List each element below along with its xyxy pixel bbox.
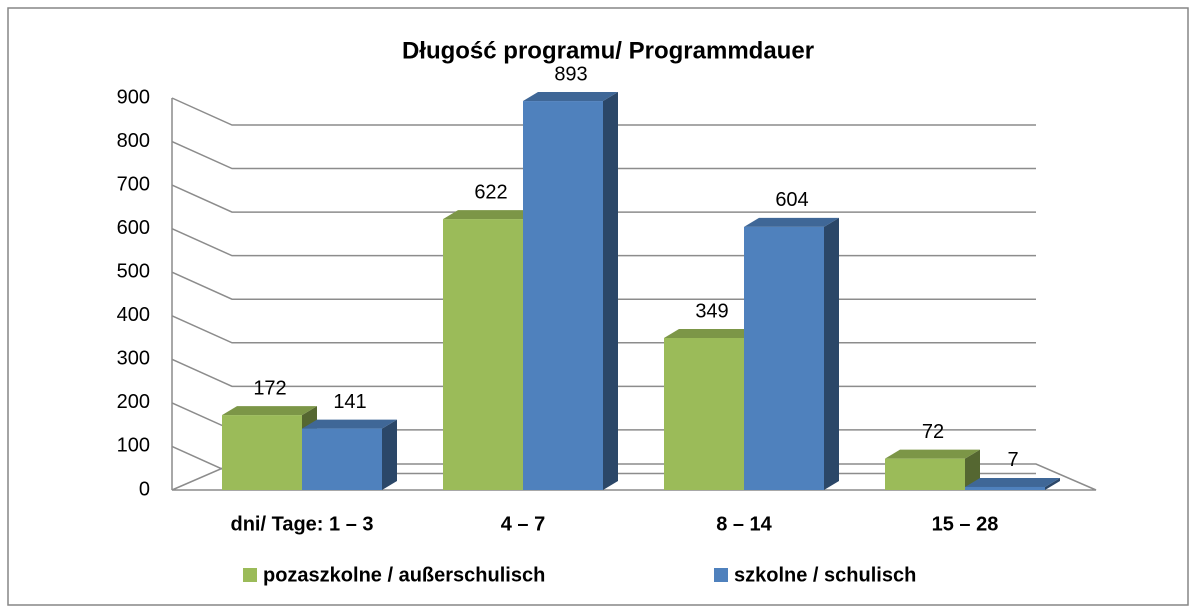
legend-label: szkolne / schulisch — [734, 564, 916, 586]
grid-line — [171, 97, 1036, 126]
x-tick-label: 4 – 7 — [501, 513, 545, 535]
legend-swatch — [714, 568, 728, 582]
bar-front — [222, 415, 302, 490]
y-tick-label: 500 — [117, 261, 150, 283]
bar-top — [885, 449, 980, 459]
bar-side — [382, 419, 397, 490]
value-label: 72 — [922, 421, 944, 443]
bar-front — [302, 428, 382, 490]
value-label: 141 — [333, 391, 366, 413]
bar-top — [744, 217, 839, 227]
value-label: 604 — [775, 189, 808, 211]
bar — [885, 449, 980, 490]
value-label: 349 — [695, 300, 728, 322]
bar-side — [603, 92, 618, 490]
value-label: 622 — [474, 181, 507, 203]
bar-front — [664, 337, 744, 490]
bar-top — [222, 406, 317, 416]
bar-top — [664, 328, 759, 338]
bar-top — [443, 210, 538, 220]
x-tick-label: 8 – 14 — [716, 513, 772, 535]
bar-front — [443, 219, 523, 490]
value-label: 172 — [253, 377, 286, 399]
y-tick-label: 0 — [139, 478, 150, 500]
bar-top — [965, 477, 1060, 487]
value-label: 893 — [554, 63, 587, 85]
bar-front — [744, 226, 824, 490]
x-tick-label: dni/ Tage: 1 – 3 — [231, 513, 374, 535]
legend-label: pozaszkolne / außerschulisch — [263, 564, 545, 586]
y-tick-label: 400 — [117, 304, 150, 326]
legend-swatch — [243, 568, 257, 582]
grid-line — [171, 140, 1036, 170]
bar-top — [302, 419, 397, 429]
y-tick-label: 600 — [117, 217, 150, 239]
bar — [302, 419, 397, 490]
bar-front — [965, 486, 1045, 490]
grid-line — [171, 184, 1036, 213]
x-tick-label: 15 – 28 — [932, 513, 999, 535]
bar-side — [965, 449, 980, 490]
bar — [523, 92, 618, 490]
bar — [744, 217, 839, 490]
bar-side — [824, 217, 839, 490]
y-tick-label: 900 — [117, 86, 150, 108]
bar-top — [523, 92, 618, 102]
chart-title: Długość programu/ Programmdauer — [402, 37, 814, 64]
bar-side — [1045, 477, 1060, 490]
y-tick-label: 200 — [117, 391, 150, 413]
value-label: 7 — [1007, 449, 1018, 471]
bar — [965, 477, 1060, 490]
y-tick-label: 100 — [117, 435, 150, 457]
bar-front — [523, 101, 603, 490]
y-tick-label: 800 — [117, 130, 150, 152]
y-tick-label: 700 — [117, 173, 150, 195]
bar-front — [885, 458, 965, 490]
y-tick-label: 300 — [117, 348, 150, 370]
